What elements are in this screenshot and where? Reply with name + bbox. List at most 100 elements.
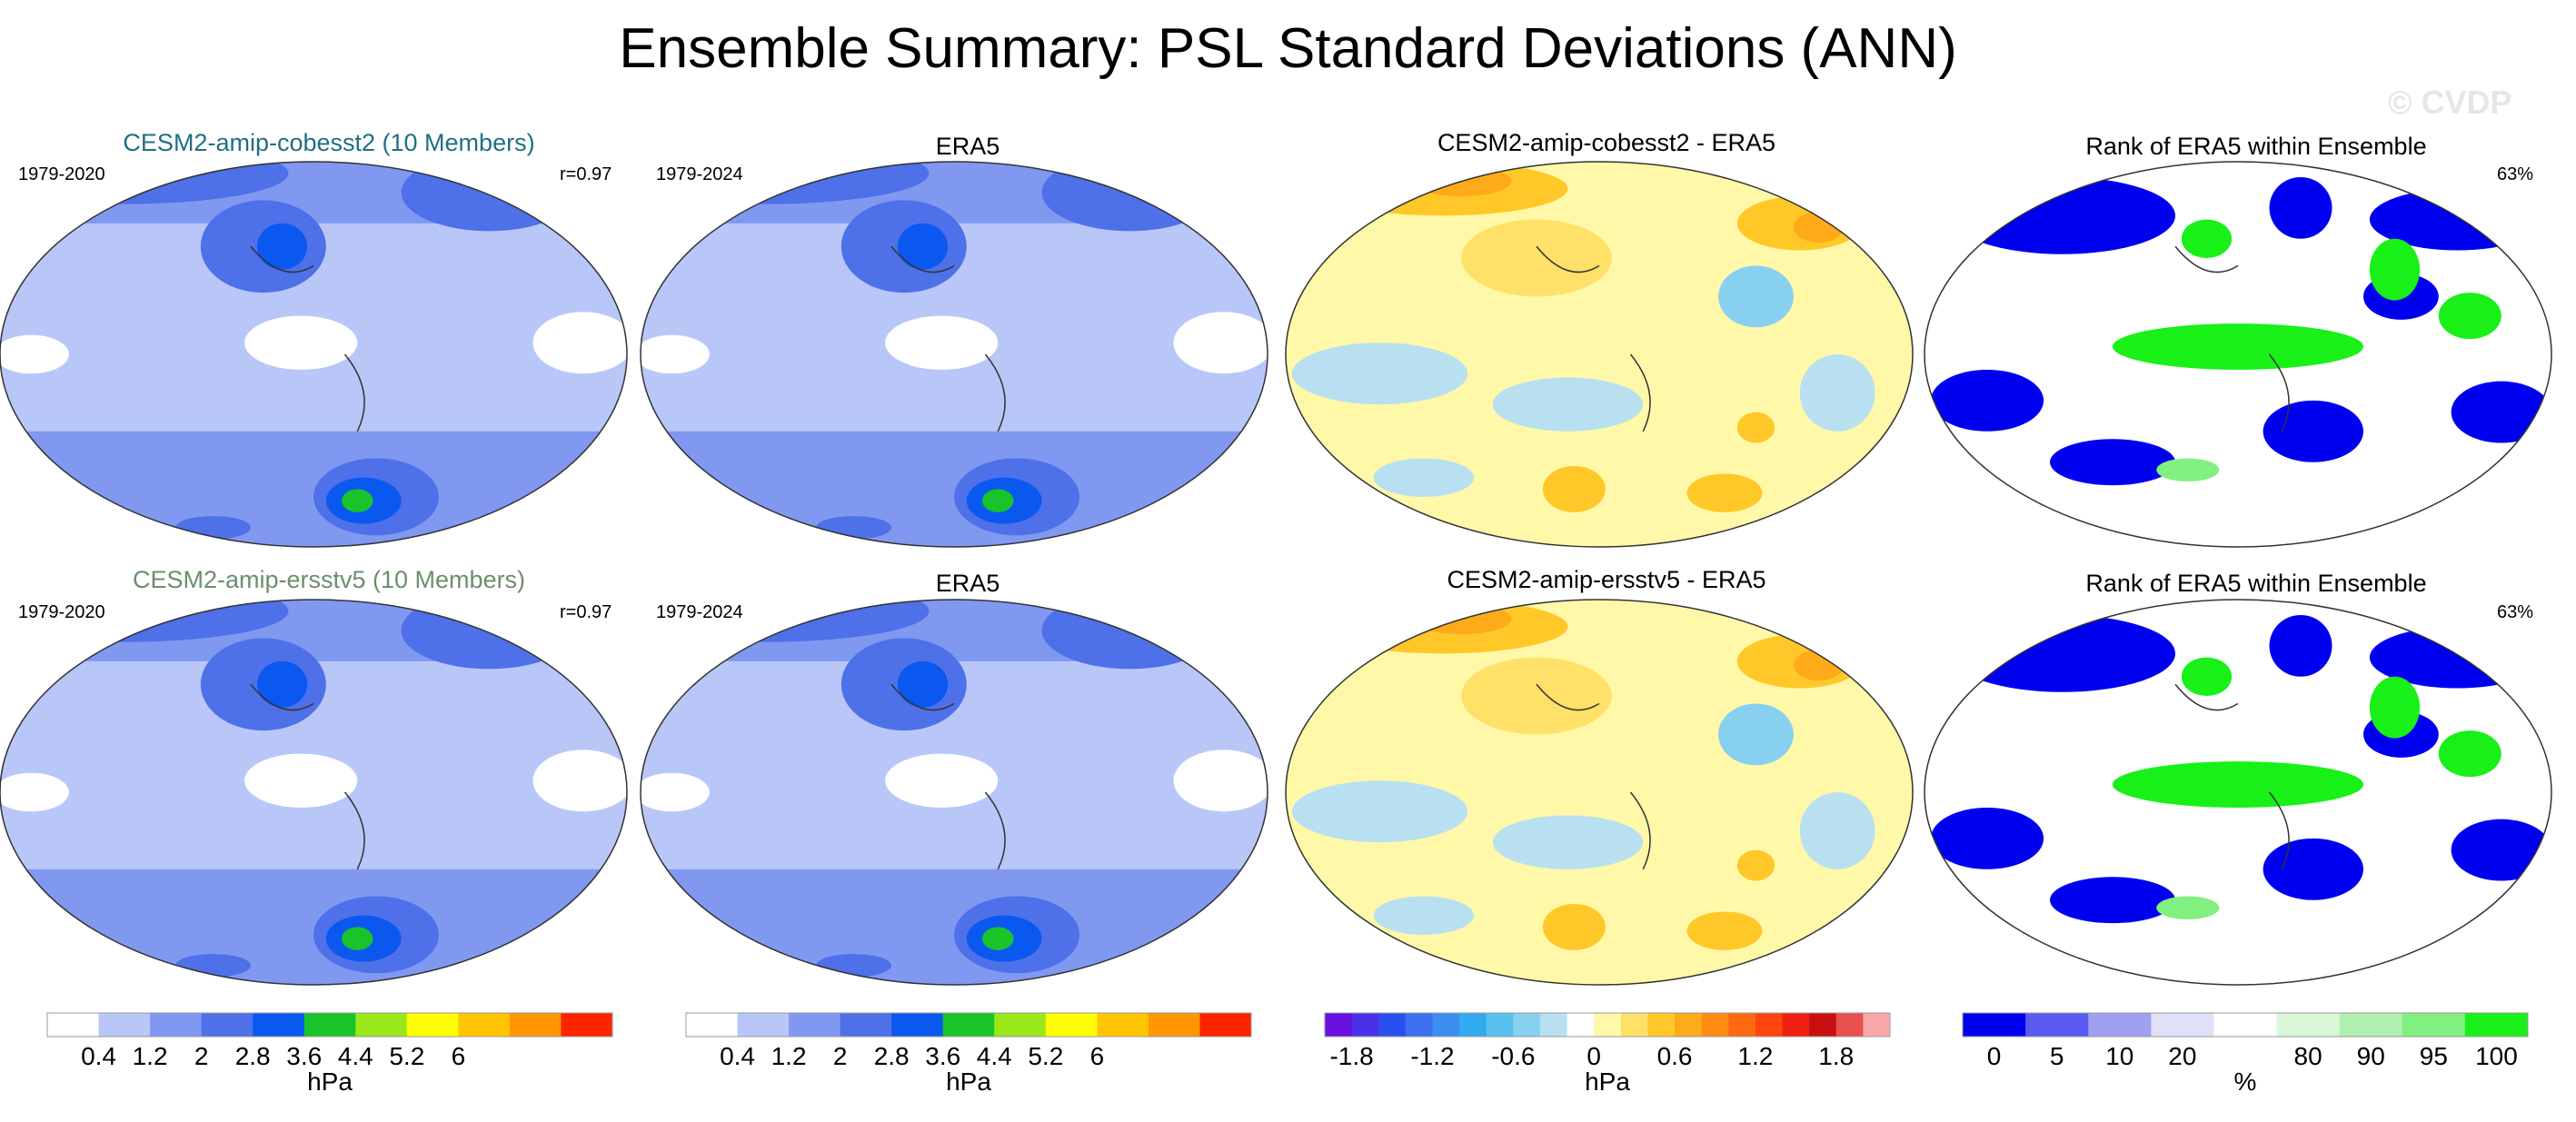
colorbar-swatch <box>1325 1013 1353 1037</box>
colorbar-swatch <box>2464 1013 2529 1037</box>
colorbar-swatch <box>2213 1013 2278 1037</box>
rank-south-green <box>2156 458 2220 482</box>
colorbar-tick-label: -0.6 <box>1491 1042 1536 1070</box>
colorbar-swatch <box>1647 1013 1676 1037</box>
panel-percent-8: 63% <box>2497 602 2534 622</box>
coastline <box>1536 683 1651 870</box>
colorbar-tick-label: 2 <box>194 1042 209 1070</box>
sd-west-white <box>641 772 710 812</box>
colorbar-swatch <box>1097 1013 1149 1037</box>
sd-npac <box>401 162 577 232</box>
colorbar-tick-label: 0 <box>1586 1042 1601 1070</box>
colorbar-tick-label: 5.2 <box>1028 1042 1064 1070</box>
colorbar-frame <box>685 1012 1252 1038</box>
panel-period-5: 1979-2020 <box>18 602 105 622</box>
colorbar-tick-label: 90 <box>2356 1042 2385 1070</box>
sd-east-white <box>532 312 627 374</box>
sd-tropics-white <box>885 315 999 370</box>
sd-west-white <box>641 334 710 374</box>
colorbar-tick-label: 3.6 <box>286 1042 323 1070</box>
colorbar-swatch <box>1045 1013 1098 1037</box>
sd-north-band <box>641 162 1268 223</box>
colorbar-swatch <box>509 1013 562 1037</box>
diff-east-blue <box>1718 265 1794 328</box>
diff-south-blue <box>1373 458 1475 497</box>
map-3 <box>1285 161 1914 548</box>
colorbar-swatch <box>1378 1013 1407 1037</box>
colorbar-swatch <box>1594 1013 1622 1037</box>
map-outline <box>1285 599 1914 986</box>
colorbar-swatch <box>98 1013 151 1037</box>
panel-title-5: CESM2-amip-ersstv5 (10 Members) <box>132 566 526 593</box>
colorbar-sd-2 <box>685 1012 1252 1038</box>
cvdp-watermark: © CVDP <box>2388 84 2512 121</box>
diff-south-core <box>1736 412 1775 443</box>
map-outline <box>1285 161 1914 548</box>
diff-south-orange <box>1542 465 1606 512</box>
colorbar-swatch <box>1351 1013 1379 1037</box>
sd-natl-core <box>256 223 308 270</box>
panel-period-2: 1979-2024 <box>656 164 743 184</box>
colorbar-swatch <box>2339 1013 2403 1037</box>
colorbar-tick-label: 95 <box>2419 1042 2448 1070</box>
colorbar-swatch <box>1566 1013 1595 1037</box>
colorbar-tick-label: 6 <box>1089 1042 1105 1070</box>
sd-south-band <box>0 431 627 547</box>
colorbar-tick-label: 2.8 <box>234 1042 271 1070</box>
panel-period-6: 1979-2024 <box>656 602 743 622</box>
sd-natl-core <box>256 660 308 708</box>
panel-title-3: CESM2-amip-cobesst2 - ERA5 <box>1437 129 1776 156</box>
rank-south-green <box>2156 896 2220 919</box>
rank-n <box>2269 614 2332 677</box>
rank-se <box>2451 381 2551 443</box>
map-outline <box>640 599 1268 986</box>
colorbar-tick-label: 6 <box>451 1042 466 1070</box>
colorbar-swatch <box>1620 1013 1648 1037</box>
sd-west-white <box>0 772 69 812</box>
rank-w <box>1930 807 2044 869</box>
sd-southern-peak <box>342 927 373 950</box>
sd-southern-peak <box>342 489 373 512</box>
colorbar-tick-label: 80 <box>2293 1042 2322 1070</box>
colorbar-frame <box>1962 1012 2529 1038</box>
sd-natl-core <box>897 223 949 270</box>
sd-antarctic <box>816 954 891 978</box>
panel-correlation-5: r=0.97 <box>560 602 612 622</box>
colorbar-swatch <box>253 1013 305 1037</box>
diff-pac-blue <box>1492 377 1644 432</box>
colorbar-tick-label: 4.4 <box>337 1042 373 1070</box>
colorbar-swatch <box>458 1013 511 1037</box>
sd-antarctic <box>816 516 891 540</box>
colorbar-swatch <box>201 1013 254 1037</box>
colorbar-swatch <box>994 1013 1047 1037</box>
colorbar-swatch <box>1148 1013 1200 1037</box>
coastline <box>1536 245 1651 432</box>
sd-arctic <box>641 600 930 642</box>
map-outline <box>640 161 1268 548</box>
panel-period-1: 1979-2020 <box>18 164 105 184</box>
colorbar-swatch <box>891 1013 944 1037</box>
map-outline <box>0 599 628 986</box>
colorbar-tick-label: 1.2 <box>132 1042 168 1070</box>
colorbar-tick-label: 0.4 <box>720 1042 755 1070</box>
diff-far-east-blue <box>1799 354 1875 432</box>
sd-npac <box>1041 162 1218 232</box>
colorbar-frame <box>46 1012 613 1038</box>
panel-correlation-1: r=0.97 <box>560 164 612 184</box>
diff-south-core <box>1736 849 1775 881</box>
map-outline <box>0 161 628 548</box>
colorbar-tick-label: 2.8 <box>873 1042 910 1070</box>
diff-south-orange2 <box>1686 911 1763 950</box>
colorbar-tick-label: 4.4 <box>976 1042 1012 1070</box>
map-7 <box>1285 599 1914 986</box>
sd-southern-peak <box>982 927 1014 950</box>
colorbar-sd-1 <box>46 1012 613 1038</box>
panel-title-1: CESM2-amip-cobesst2 (10 Members) <box>123 129 535 156</box>
colorbar-swatch <box>1486 1013 1514 1037</box>
rank-east-green <box>2438 293 2501 340</box>
colorbar-swatch <box>2025 1013 2089 1037</box>
coastline <box>2174 683 2290 870</box>
colorbar-swatch <box>406 1013 459 1037</box>
colorbar-rank <box>1962 1012 2529 1038</box>
